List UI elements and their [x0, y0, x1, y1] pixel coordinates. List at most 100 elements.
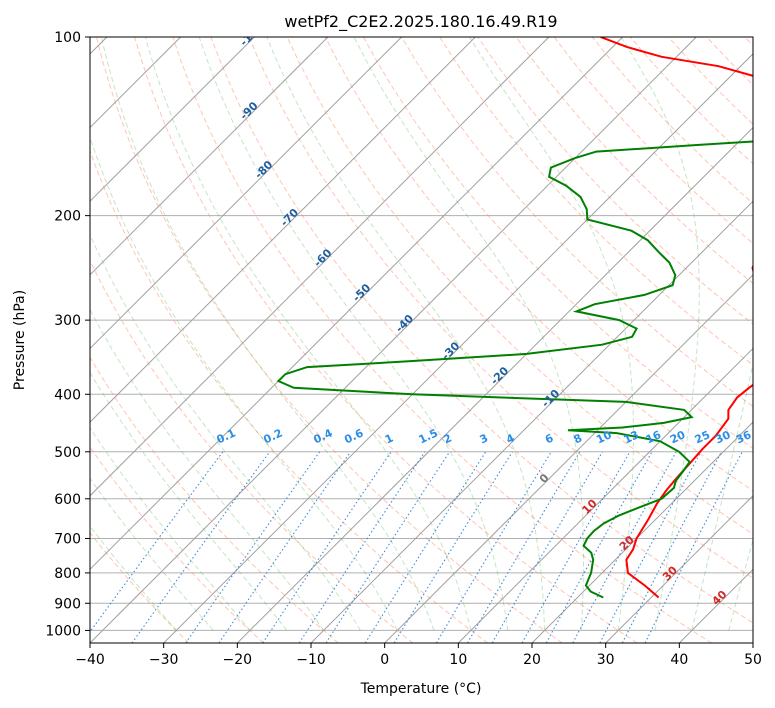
moist-adiabat	[90, 477, 214, 631]
moist-adiabat	[144, 37, 472, 631]
moist-adiabat	[728, 538, 753, 631]
dry-adiabat	[706, 37, 753, 86]
y-tick-label: 800	[54, 566, 81, 582]
mixing-ratio-line	[262, 451, 392, 643]
isotherm	[90, 37, 329, 276]
y-tick-label: 900	[54, 596, 81, 612]
moist-adiabat	[691, 361, 753, 631]
moist-adiabat	[100, 37, 435, 631]
moist-adiabat	[266, 37, 546, 631]
moist-adiabat	[90, 135, 398, 631]
dry-adiabat	[553, 37, 753, 244]
isotherm	[90, 37, 402, 350]
x-tick-label: 20	[523, 652, 541, 668]
mixing-ratio-line	[131, 451, 271, 643]
mixing-ratio-label: 8	[572, 431, 584, 446]
dry-adiabat	[172, 37, 712, 643]
isotherm-label: 20	[617, 533, 637, 553]
mixing-ratio-label: 1	[383, 431, 395, 446]
mixing-ratio-line	[218, 451, 351, 643]
chart-title: wetPf2_C2E2.2025.180.16.49.R19	[284, 12, 557, 32]
plot-area: -100-90-80-70-60-50-40-30-20-10010203040…	[90, 37, 753, 643]
mixing-ratio-label: 0.6	[342, 426, 365, 446]
y-tick-label: 200	[54, 209, 81, 225]
moist-adiabat	[620, 37, 700, 631]
isotherm	[752, 642, 753, 643]
mixing-ratio-label: 13	[622, 428, 641, 446]
dewpoint-line	[276, 140, 753, 599]
isotherm	[90, 37, 697, 643]
dry-adiabat	[286, 37, 753, 535]
y-tick-label: 400	[54, 387, 81, 403]
dry-adiabat	[439, 37, 753, 366]
moist-adiabat	[90, 371, 288, 631]
moist-adiabat	[198, 37, 509, 631]
mixing-ratio-line	[185, 451, 321, 643]
mixing-ratio-line	[298, 451, 426, 643]
dry-adiabat	[401, 37, 753, 408]
isotherm-label: -90	[237, 99, 260, 122]
mixing-ratio-label: 10	[594, 428, 614, 446]
y-axis-label: Pressure (hPa)	[12, 290, 28, 390]
mixing-ratio-lines	[90, 451, 743, 643]
x-axis-label: Temperature (°C)	[360, 681, 482, 697]
y-tick-label: 500	[54, 445, 81, 461]
x-tick-label: 0	[380, 652, 389, 668]
isotherm-label: -80	[252, 158, 275, 181]
moist-adiabat	[469, 37, 634, 631]
dry-adiabat	[248, 37, 753, 579]
mixing-ratio-label: 20	[668, 428, 688, 446]
mixing-ratio-line	[599, 451, 702, 643]
y-tick-label: 300	[54, 313, 81, 329]
mixing-ratio-label: 0.2	[261, 426, 284, 446]
isotherm	[605, 495, 753, 643]
mixing-ratio-labels: 0.1 0.2 0.4 0.6 1 1.5 2 3 4 6 8 10 13 16 20 25 30 36	[215, 426, 753, 446]
dry-adiabat	[90, 531, 190, 643]
moist-adiabats	[90, 37, 753, 631]
isotherm	[163, 53, 753, 643]
moist-adiabat	[90, 308, 325, 631]
x-tick-label: −40	[75, 652, 105, 668]
dry-adiabat	[90, 259, 414, 643]
isotherm	[310, 200, 753, 643]
isotherm-label: 40	[709, 588, 729, 608]
isotherm-label: -40	[393, 312, 416, 335]
dry-adiabat	[90, 149, 488, 643]
dry-adiabats	[90, 37, 753, 643]
mixing-ratio-line	[545, 451, 653, 643]
mixing-ratio-line	[572, 451, 677, 643]
isotherm	[90, 37, 255, 202]
dry-adiabat	[90, 446, 264, 643]
plot-frame	[89, 36, 754, 644]
moist-adiabat	[90, 427, 251, 631]
isotherm	[90, 37, 476, 423]
x-tick-label: 10	[449, 652, 467, 668]
mixing-ratio-line	[521, 451, 631, 643]
mixing-ratio-label: 0.1	[215, 426, 238, 446]
mixing-ratio-label: 0.4	[311, 426, 334, 446]
x-tick-label: −30	[149, 652, 179, 668]
mixing-ratio-label: 25	[693, 428, 712, 446]
dry-adiabat	[90, 356, 339, 643]
y-tick-label: 600	[54, 492, 81, 508]
dry-adiabat	[668, 37, 753, 125]
pressure-gridlines	[90, 37, 753, 631]
mixing-ratio-line	[467, 451, 581, 643]
dry-adiabat	[96, 37, 563, 643]
skewed-isotherms	[90, 37, 753, 643]
y-axis-ticks: 100 200 300 400 500 600 700 800 900 1000	[45, 30, 90, 639]
profile-series	[276, 37, 753, 599]
y-tick-label: 700	[54, 532, 81, 548]
isotherm-label: -50	[350, 281, 373, 304]
x-tick-label: −20	[223, 652, 253, 668]
mixing-ratio-label: 2	[441, 431, 453, 446]
x-axis-ticks: −40 −30 −20 −10 0 10 20 30 40 50	[75, 643, 762, 668]
mixing-ratio-line	[621, 451, 722, 643]
isotherm	[457, 347, 753, 643]
dry-adiabat	[134, 37, 638, 643]
temperature-line	[600, 37, 753, 599]
x-tick-label: 30	[597, 652, 615, 668]
mixing-ratio-line	[644, 451, 743, 643]
